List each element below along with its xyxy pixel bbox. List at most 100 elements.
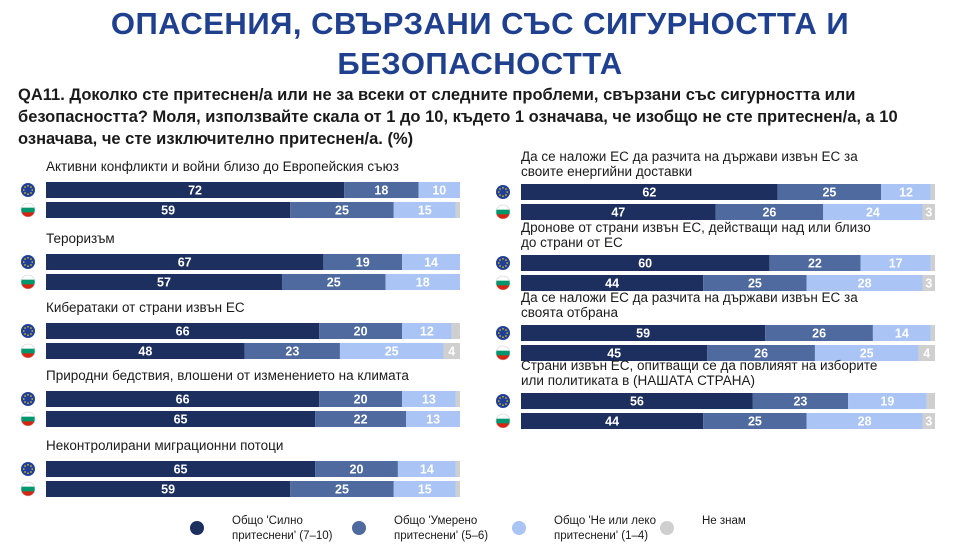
bulgaria-flag-stripe: [496, 285, 510, 290]
item-8-bg-bar-moderate: [707, 345, 815, 361]
bulgaria-flag-outline: [20, 343, 36, 359]
item-8-eu-bar-dk: [930, 325, 935, 341]
bulgaria-flag-outline: [495, 413, 511, 429]
item-4-bg-data-label-strong: 65: [174, 413, 188, 427]
bulgaria-flag-stripe: [21, 275, 35, 280]
item-label-3: Кибератаки от страни извън ЕС: [46, 300, 245, 315]
item-label-9: или политиката в (НАШАТА СТРАНА): [521, 373, 755, 388]
item-4-bg-bar-moderate: [315, 411, 407, 427]
item-6-eu-bar-low: [881, 184, 931, 200]
legend-item-moderate: Общо 'Умерено притеснени' (5–6): [352, 514, 504, 544]
item-5-eu-data-label-strong: 65: [174, 463, 188, 477]
bulgaria-flag-outline: [20, 411, 36, 427]
item-label-1: Активни конфликти и войни близо до Европ…: [46, 159, 399, 174]
eu-flag-star: [498, 400, 500, 402]
eu-flag-star: [498, 262, 500, 264]
item-7-eu-data-label-moderate: 22: [808, 257, 822, 271]
item-label-4: Природни бедствия, влошени от изменениет…: [46, 368, 409, 383]
eu-flag-star: [506, 332, 509, 334]
item-7-bg-data-label-strong: 44: [605, 277, 619, 291]
item-label-5: Неконтролирани миграционни потоци: [46, 438, 283, 453]
eu-flag-star: [505, 194, 507, 196]
item-4-bg-data-label-moderate: 22: [354, 413, 368, 427]
item-6-bg-bar-moderate: [715, 204, 824, 220]
eu-flag-star: [31, 330, 33, 332]
bulgaria-flag-outline: [20, 202, 36, 218]
item-8-bg-data-label-low: 25: [860, 347, 874, 361]
item-7-bg-bar-low: [806, 275, 923, 291]
eu-flag-star: [502, 258, 504, 260]
item-4-eu-bar-strong: [46, 391, 320, 407]
item-7-bg-data-label-low: 28: [858, 277, 872, 291]
item-3-bg-data-label-dk: 4: [448, 345, 455, 359]
bulgaria-flag-outline: [495, 275, 511, 291]
item-3-bg-data-label-low: 25: [385, 345, 399, 359]
eu-flag-star: [24, 471, 26, 473]
item-8-bg-data-label-moderate: 26: [754, 347, 768, 361]
item-1-eu-bar-moderate: [344, 182, 419, 198]
eu-flag-star: [499, 329, 501, 331]
item-6-eu-data-label-strong: 62: [642, 186, 656, 200]
item-label-7: до страни от ЕС: [521, 235, 623, 250]
item-9-bg-data-label-dk: 3: [925, 415, 932, 429]
item-label-8: Да се наложи ЕС да разчита на държави из…: [521, 290, 858, 305]
bulgaria-flag-icon: [21, 412, 35, 426]
eu-flag-star: [499, 335, 501, 337]
item-6-bg-bar-dk: [922, 204, 935, 220]
item-5-bg-bar-low: [393, 481, 456, 497]
eu-flag-star: [502, 396, 504, 398]
eu-flag-star: [27, 394, 29, 396]
bulgaria-flag-icon: [496, 414, 510, 428]
bulgaria-flag-stripe: [21, 421, 35, 426]
legend-dot-dk: [660, 521, 674, 535]
bulgaria-flag-stripe: [21, 486, 35, 492]
item-6-bg-data-label-dk: 3: [925, 206, 932, 220]
item-label-2: Тероризъм: [46, 231, 115, 246]
eu-flag-star: [506, 400, 509, 402]
eu-flag-star: [24, 192, 26, 194]
bulgaria-flag-stripe: [496, 209, 510, 215]
item-3-eu-bar-dk: [451, 323, 460, 339]
eu-flag-star: [505, 188, 507, 190]
eu-flag-star: [30, 192, 32, 194]
item-2-eu-bar-moderate: [323, 254, 403, 270]
legend-label-moderate: Общо 'Умерено притеснени' (5–6): [394, 515, 489, 542]
item-8-bg-bar-strong: [521, 345, 708, 361]
bulgaria-flag-stripe: [21, 279, 35, 285]
item-3-bg-bar-dk: [443, 343, 460, 359]
bulgaria-flag-stripe: [21, 412, 35, 417]
item-2-bg-data-label-strong: 57: [157, 276, 171, 290]
item-7-bg-data-label-dk: 3: [925, 277, 932, 291]
item-3-eu-data-label-strong: 66: [176, 325, 190, 339]
item-7-eu-bar-low: [860, 255, 931, 271]
item-3-bg-bar-strong: [46, 343, 245, 359]
eu-flag-star: [31, 261, 33, 263]
item-8-bg-data-label-strong: 45: [607, 347, 621, 361]
item-1-bg-data-label-strong: 59: [161, 204, 175, 218]
item-5-eu-bar-strong: [46, 461, 316, 477]
item-7-bg-bar-moderate: [703, 275, 807, 291]
item-9-bg-data-label-moderate: 25: [748, 415, 762, 429]
eu-flag-star: [30, 395, 32, 397]
item-4-bg-data-label-low: 13: [426, 413, 440, 427]
eu-flag-star: [498, 332, 500, 334]
eu-flag-star: [31, 468, 33, 470]
item-1-bg-data-label-low: 15: [418, 204, 432, 218]
item-9-eu-bar-low: [848, 393, 927, 409]
item-4-eu-data-label-strong: 66: [176, 393, 190, 407]
item-3-eu-data-label-low: 12: [420, 325, 434, 339]
item-6-bg-data-label-low: 24: [866, 206, 880, 220]
eu-flag-star: [23, 468, 25, 470]
item-4-eu-data-label-low: 13: [422, 393, 436, 407]
bulgaria-flag-stripe: [21, 207, 35, 213]
item-7-eu-bar-moderate: [769, 255, 861, 271]
item-4-bg-bar-strong: [46, 411, 316, 427]
eu-flag-star: [24, 395, 26, 397]
item-4-bg-bar-low: [406, 411, 460, 427]
item-9-bg-bar-dk: [922, 413, 935, 429]
eu-flag-star: [505, 335, 507, 337]
eu-flag-star: [27, 257, 29, 259]
eu-flag-star: [27, 193, 29, 195]
item-7-eu-data-label-strong: 60: [638, 257, 652, 271]
item-label-8: своята отбрана: [521, 305, 618, 320]
